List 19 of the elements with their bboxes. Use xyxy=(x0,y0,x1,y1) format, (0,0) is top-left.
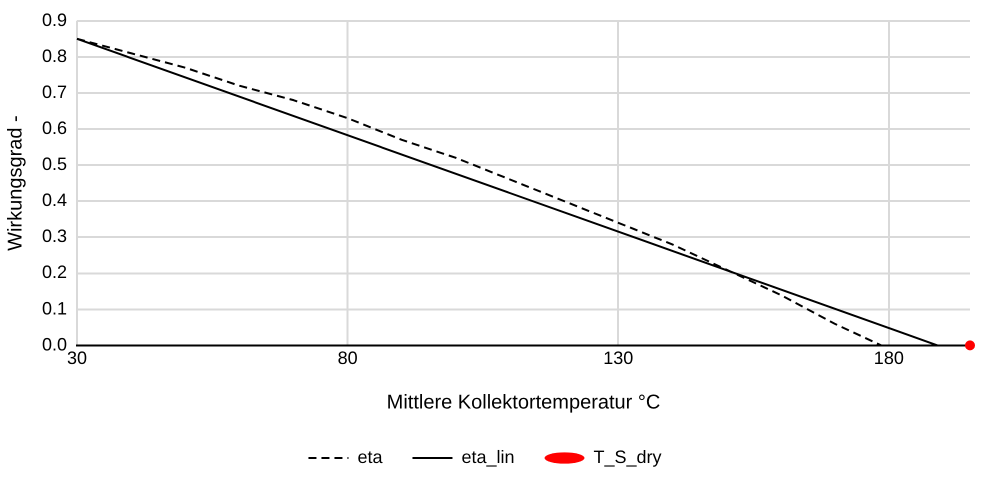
y-tick-label: 0.6 xyxy=(42,118,68,138)
x-axis-title: Mittlere Kollektortemperatur °C xyxy=(386,392,660,414)
x-tick-label: 180 xyxy=(874,348,904,368)
y-axis-title: Wirkungsgrad - xyxy=(4,115,27,251)
y-tick-label: 0.0 xyxy=(42,334,68,354)
y-tick-label: 0.2 xyxy=(42,262,68,282)
x-tick-label: 30 xyxy=(67,348,88,368)
y-tick-label: 0.8 xyxy=(42,46,68,66)
legend-label: T_S_dry xyxy=(594,446,662,467)
y-tick-label: 0.5 xyxy=(42,154,68,174)
y-tick-label: 0.1 xyxy=(42,298,68,318)
legend-label: eta xyxy=(357,446,384,467)
y-tick-label: 0.7 xyxy=(42,82,68,102)
x-tick-label: 80 xyxy=(338,348,358,368)
y-tick-label: 0.9 xyxy=(42,10,68,30)
legend-label: eta_lin xyxy=(461,446,515,467)
y-tick-label: 0.3 xyxy=(42,226,68,246)
x-tick-label: 130 xyxy=(603,348,634,368)
y-tick-label: 0.4 xyxy=(42,190,68,210)
